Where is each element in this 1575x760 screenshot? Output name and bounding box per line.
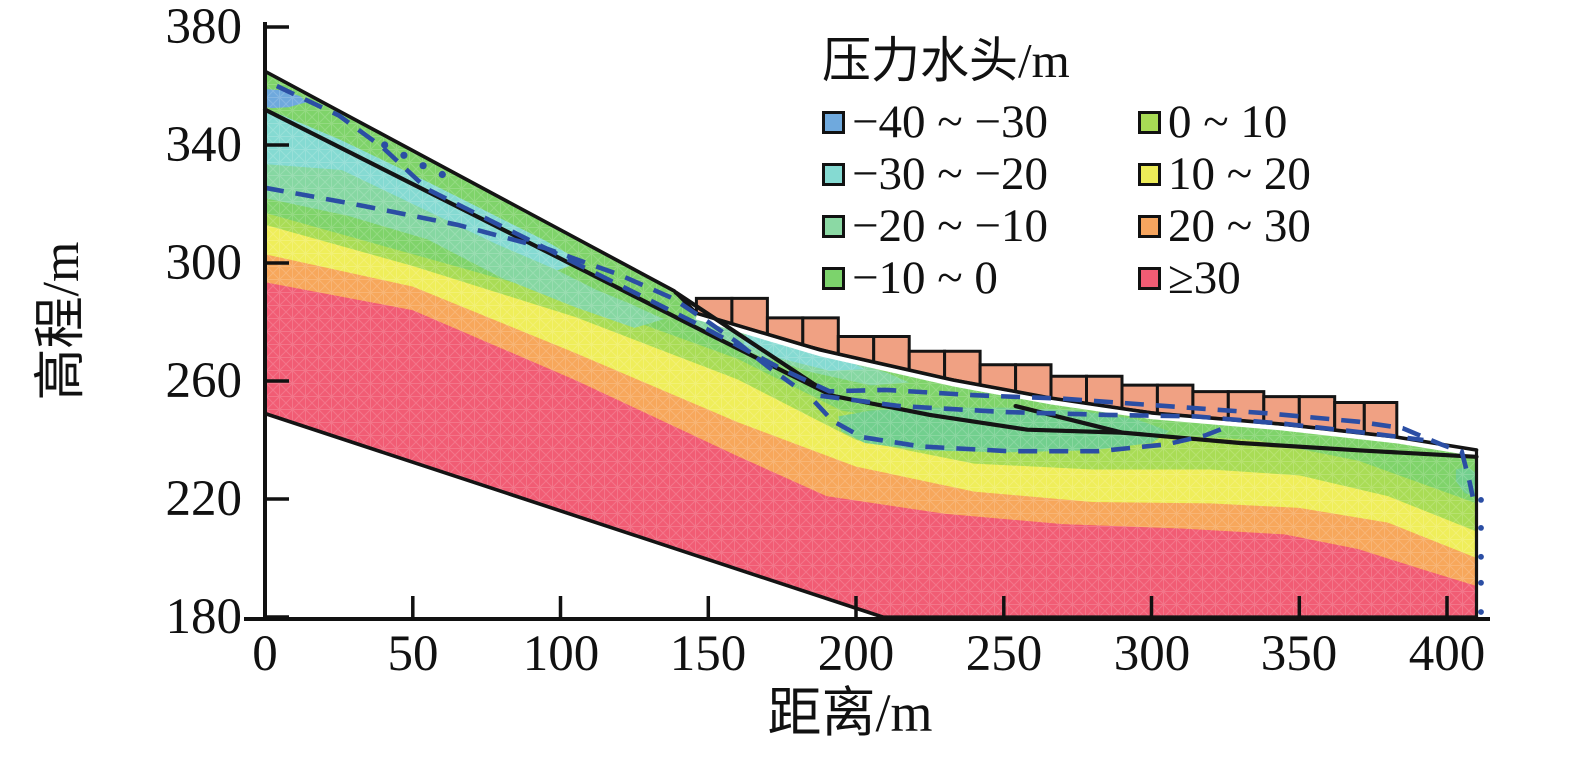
dotted-contour-point xyxy=(400,151,408,159)
x-tick-label: 300 xyxy=(1113,626,1191,682)
phreatic-line-upper xyxy=(275,83,1475,498)
y-tick-label: 340 xyxy=(165,117,243,173)
x-axis-title: 距离/m xyxy=(767,683,933,743)
x-tick-label: 250 xyxy=(965,626,1043,682)
legend-swatch xyxy=(1137,162,1161,186)
revetment-block xyxy=(1155,383,1195,419)
legend-column: −40 ~ −30 −30 ~ −20 −20 ~ −10 −10 ~ 0 xyxy=(816,96,1048,304)
edge-contour-dot xyxy=(1478,579,1484,586)
dotted-contour-point xyxy=(438,170,446,179)
revetment-block xyxy=(1362,401,1399,439)
x-tick-label: 350 xyxy=(1260,626,1338,682)
x-tick-label: 150 xyxy=(669,626,747,682)
legend-item: 10 ~ 20 xyxy=(1132,148,1311,200)
legend-label: −20 ~ −10 xyxy=(852,200,1048,252)
y-tick-label: 260 xyxy=(165,353,243,409)
phreatic-line-left xyxy=(264,185,796,388)
legend-item: −40 ~ −30 xyxy=(816,96,1048,148)
legend-swatch xyxy=(822,110,845,134)
legend-item: 0 ~ 10 xyxy=(1132,96,1311,148)
x-tick-label: 200 xyxy=(817,626,895,682)
y-tick-label: 300 xyxy=(165,235,243,291)
y-tick-label: 220 xyxy=(165,471,243,527)
legend-swatch xyxy=(822,162,845,186)
legend-title: 压力水头/m xyxy=(822,33,1070,88)
legend-label: −10 ~ 0 xyxy=(852,252,998,304)
legend-label: −30 ~ −20 xyxy=(852,148,1048,200)
ground-surface-line xyxy=(263,69,1479,452)
surface-gap-white-band xyxy=(695,314,1477,457)
pocket-contour-lower xyxy=(812,400,1233,454)
legend-item: 20 ~ 30 xyxy=(1132,200,1311,252)
x-tick-label: 50 xyxy=(387,626,439,682)
legend-swatch xyxy=(822,214,845,238)
edge-contour-dot xyxy=(1478,497,1484,503)
legend-item: −20 ~ −10 xyxy=(816,200,1048,252)
legend-swatch xyxy=(1137,266,1161,290)
legend-label: 20 ~ 30 xyxy=(1167,200,1311,252)
legend-column: 0 ~ 10 10 ~ 20 20 ~ 30 ≥30 xyxy=(1132,96,1311,304)
edge-contour-dot xyxy=(1478,525,1484,531)
legend-label: −40 ~ −30 xyxy=(852,96,1048,148)
legend-item: −30 ~ −20 xyxy=(816,148,1048,200)
legend-columns: −40 ~ −30 −30 ~ −20 −20 ~ −10 −10 ~ 0 0 ~ 10… xyxy=(816,96,1311,304)
legend-swatch xyxy=(1137,110,1161,134)
slip-surface-main xyxy=(262,107,1479,459)
legend-label: 0 ~ 10 xyxy=(1167,96,1288,148)
legend-item: −10 ~ 0 xyxy=(816,252,1048,304)
y-axis-title: 高程/m xyxy=(33,241,90,401)
x-tick-label: 400 xyxy=(1408,626,1486,682)
lower-boundary-line xyxy=(263,411,885,619)
legend-item: ≥30 xyxy=(1132,252,1311,304)
edge-contour-dot xyxy=(1478,609,1484,615)
legend: 压力水头/m −40 ~ −30 −30 ~ −20 −20 ~ −10 −10 ~ … xyxy=(816,34,1311,304)
legend-swatch xyxy=(822,266,845,290)
legend-label: 10 ~ 20 xyxy=(1167,148,1311,200)
dotted-contour-point xyxy=(419,162,427,170)
edge-contour-dot xyxy=(1478,553,1484,560)
legend-swatch xyxy=(1137,214,1161,238)
x-tick-label: 100 xyxy=(522,626,600,682)
legend-label: ≥30 xyxy=(1167,252,1241,304)
y-tick-label: 380 xyxy=(165,0,243,55)
y-tick-label: 180 xyxy=(165,589,243,645)
slip-surface-branch xyxy=(1013,404,1125,435)
x-tick-label: 0 xyxy=(252,626,278,682)
pocket-contour-upper xyxy=(820,393,1424,443)
axes xyxy=(244,22,1490,621)
dotted-contour-point xyxy=(381,141,389,149)
